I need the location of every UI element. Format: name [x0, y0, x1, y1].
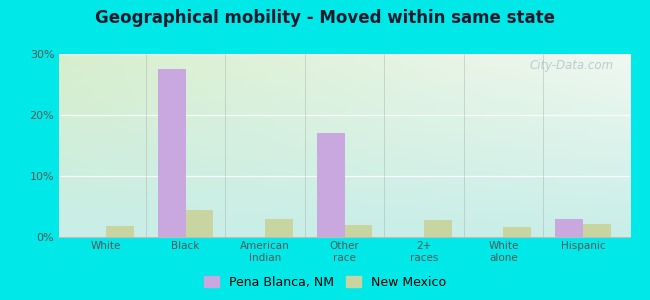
Bar — [503, 226, 531, 237]
Text: Geographical mobility - Moved within same state: Geographical mobility - Moved within sam… — [95, 9, 555, 27]
Bar — [317, 133, 345, 237]
Bar — [265, 219, 293, 237]
Bar — [186, 209, 213, 237]
Bar — [583, 224, 610, 237]
Bar — [424, 220, 452, 237]
Bar — [555, 219, 583, 237]
Text: City-Data.com: City-Data.com — [529, 59, 614, 73]
Bar — [344, 225, 372, 237]
Bar — [106, 226, 134, 237]
Bar — [158, 69, 186, 237]
Legend: Pena Blanca, NM, New Mexico: Pena Blanca, NM, New Mexico — [199, 271, 451, 294]
